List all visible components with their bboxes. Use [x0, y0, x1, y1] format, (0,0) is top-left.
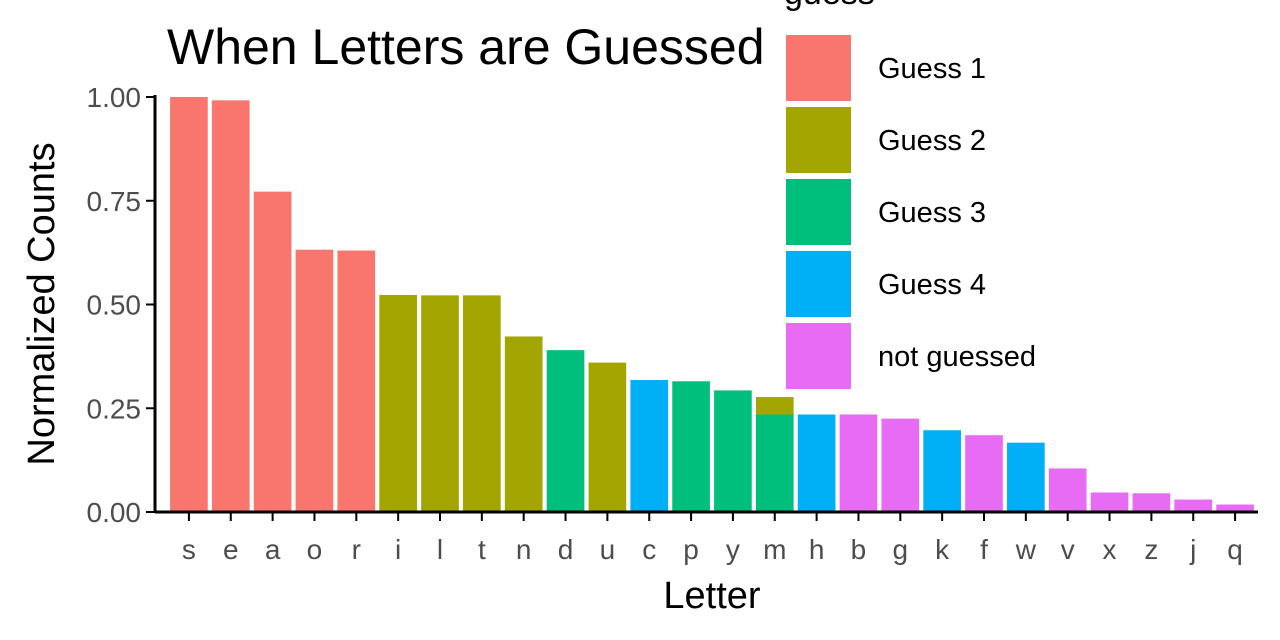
bar-l	[421, 295, 459, 512]
x-tick-label-e: e	[223, 534, 239, 565]
x-tick-label-b: b	[851, 534, 867, 565]
bar-v	[1048, 468, 1087, 512]
legend-title: guess	[784, 0, 875, 12]
x-tick-label-n: n	[516, 534, 532, 565]
legend-swatch-g3	[786, 179, 851, 245]
legend-swatch-g1	[786, 35, 851, 101]
x-axis-title: Letter	[663, 575, 761, 617]
bar-t	[463, 295, 501, 512]
x-tick-label-l: l	[437, 534, 443, 565]
bar-p	[672, 381, 710, 512]
bar-r	[337, 250, 376, 513]
y-axis-title: Normalized Counts	[21, 142, 63, 465]
bar-z	[1132, 493, 1171, 512]
x-tick-label-h: h	[809, 534, 825, 565]
bar-u	[588, 362, 627, 512]
bar-w	[1007, 442, 1045, 512]
x-tick-label-x: x	[1103, 534, 1117, 565]
x-tick-label-t: t	[478, 534, 486, 565]
bar-g	[881, 418, 920, 513]
x-tick-label-f: f	[980, 534, 988, 565]
x-tick-label-w: w	[1015, 534, 1037, 565]
x-tick-label-p: p	[683, 534, 699, 565]
x-tick-label-c: c	[642, 534, 656, 565]
legend-label-g3: Guess 3	[878, 197, 986, 229]
x-tick-label-d: d	[558, 534, 574, 565]
x-tick-label-v: v	[1061, 534, 1075, 565]
bar-y	[714, 390, 752, 512]
bar-s	[170, 97, 208, 512]
legend: guess Guess 1 Guess 2 Guess 3 Guess 4 not gu…	[784, 0, 1036, 389]
y-axis: 0.00 0.25 0.50 0.75 1.00	[87, 82, 157, 528]
bar-i	[379, 294, 417, 512]
x-tick-label-q: q	[1227, 534, 1243, 565]
legend-label-g4: Guess 4	[878, 269, 986, 301]
x-tick-label-j: j	[1189, 534, 1196, 565]
bar-x	[1090, 492, 1129, 512]
y-tick-label: 0.00	[87, 497, 142, 528]
y-tick-label: 0.50	[87, 290, 142, 321]
legend-swatch-ng	[786, 323, 851, 389]
bar-q	[1216, 504, 1254, 512]
bar-c	[630, 380, 669, 512]
x-tick-label-s: s	[182, 534, 196, 565]
bar-a	[253, 191, 292, 512]
y-tick-label: 0.25	[87, 393, 142, 424]
bar-d	[546, 350, 585, 512]
x-tick-label-r: r	[352, 534, 361, 565]
chart-title: When Letters are Guessed	[167, 19, 765, 75]
legend-swatch-g2	[786, 107, 851, 173]
x-tick-label-g: g	[893, 534, 909, 565]
x-tick-label-y: y	[726, 534, 740, 565]
bar-b	[839, 414, 878, 512]
bar-e	[211, 100, 250, 512]
x-tick-label-k: k	[935, 534, 950, 565]
legend-label-g1: Guess 1	[878, 53, 986, 85]
bar-m-seg-1	[755, 414, 794, 512]
y-tick-label: 0.75	[87, 186, 142, 217]
x-tick-label-a: a	[265, 534, 281, 565]
legend-label-g2: Guess 2	[878, 125, 986, 157]
x-tick-label-i: i	[395, 534, 401, 565]
bar-f	[965, 435, 1003, 512]
legend-label-ng: not guessed	[878, 341, 1036, 373]
x-tick-label-m: m	[763, 534, 786, 565]
bar-m-seg-2	[755, 397, 794, 415]
y-tick-label: 1.00	[87, 82, 142, 113]
x-tick-label-o: o	[307, 534, 323, 565]
x-tick-label-z: z	[1144, 534, 1158, 565]
bars-group	[170, 97, 1254, 513]
bar-h	[797, 414, 836, 512]
bar-j	[1174, 499, 1213, 512]
bar-o	[295, 249, 334, 512]
bar-n	[504, 336, 543, 512]
bar-k	[923, 430, 961, 512]
x-tick-label-u: u	[600, 534, 616, 565]
legend-swatch-g4	[786, 251, 851, 317]
